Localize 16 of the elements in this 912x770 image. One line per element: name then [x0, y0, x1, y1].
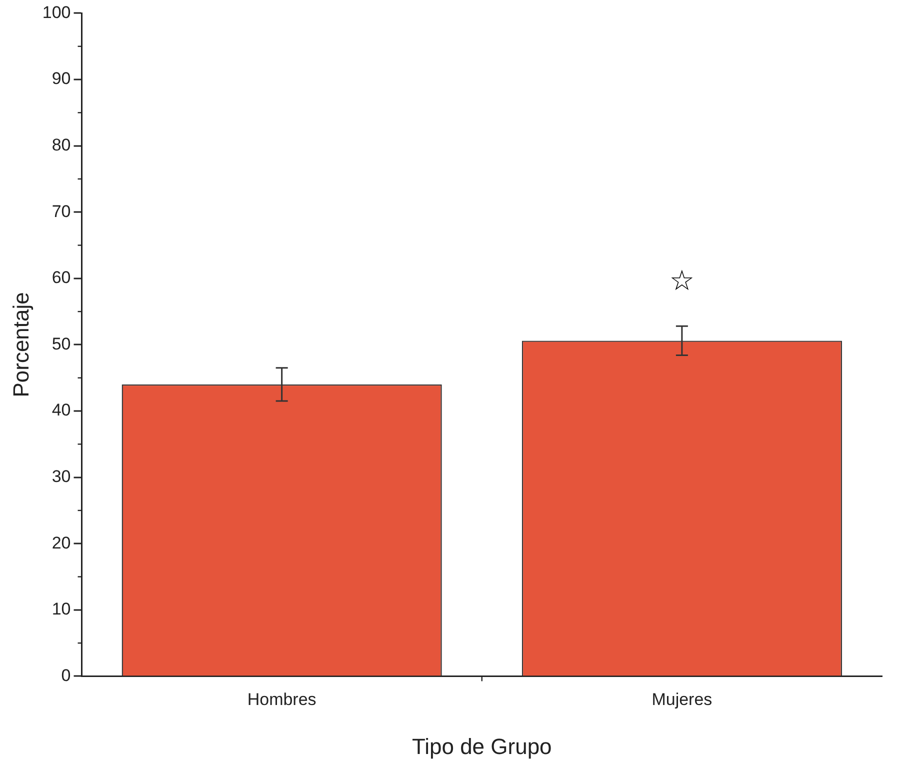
y-tick-label: 50 [52, 334, 71, 354]
y-axis-title: Porcentaje [8, 292, 34, 398]
y-tick-label: 0 [61, 666, 71, 685]
y-tick-label: 40 [52, 400, 71, 420]
y-tick-label: 60 [52, 268, 71, 288]
y-tick-label: 70 [52, 202, 71, 221]
x-tick-label: Hombres [247, 690, 316, 710]
y-tick-label: 20 [52, 533, 71, 552]
annotation: ☆ [669, 264, 694, 296]
y-tick-label: 90 [52, 69, 71, 88]
y-tick-label: 80 [52, 135, 71, 154]
x-axis-title: Tipo de Grupo [412, 734, 552, 759]
x-tick-label: Mujeres [652, 690, 712, 710]
y-tick-label: 10 [52, 600, 71, 619]
y-tick-label: 30 [52, 466, 71, 486]
y-tick-label: 100 [42, 2, 71, 22]
